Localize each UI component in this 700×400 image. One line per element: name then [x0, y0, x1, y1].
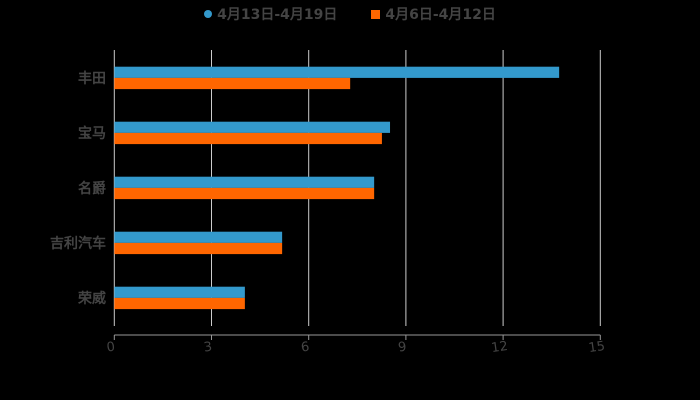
legend-square-marker-icon	[371, 9, 381, 19]
category-label: 吉利汽车	[50, 235, 106, 252]
x-tick-label: 15	[588, 339, 606, 356]
bar-series-2[interactable]	[114, 187, 375, 200]
legend-circle-marker-icon	[204, 10, 213, 18]
legend-item-series-1[interactable]: 4月13日-4月19日	[204, 4, 337, 24]
legend-item-series-2[interactable]: 4月6日-4月12日	[371, 4, 496, 24]
x-tick-label: 0	[106, 340, 116, 356]
bar-series-1[interactable]	[114, 121, 391, 133]
category-label: 荣威	[77, 290, 106, 307]
bar-series-2[interactable]	[114, 297, 245, 310]
bar-series-1[interactable]	[114, 231, 283, 243]
x-tick-label: 6	[300, 340, 310, 356]
category-label: 丰田	[78, 70, 106, 87]
bar-series-2[interactable]	[114, 77, 351, 90]
legend-label-series-1: 4月13日-4月19日	[217, 7, 338, 23]
category-label: 名爵	[78, 180, 106, 197]
bar-series-2[interactable]	[114, 132, 382, 145]
bar-series-2[interactable]	[114, 242, 283, 255]
bar-series-1[interactable]	[114, 66, 560, 78]
x-tick-label: 3	[203, 340, 213, 356]
bar-series-1[interactable]	[114, 286, 245, 298]
x-tick-label: 12	[490, 339, 508, 356]
legend-label-series-2: 4月6日-4月12日	[385, 7, 496, 23]
x-tick-label: 9	[397, 340, 407, 356]
bar-series-1[interactable]	[114, 176, 375, 188]
chart-legend: 4月13日-4月19日 4月6日-4月12日	[0, 4, 700, 24]
category-label: 宝马	[78, 125, 106, 142]
